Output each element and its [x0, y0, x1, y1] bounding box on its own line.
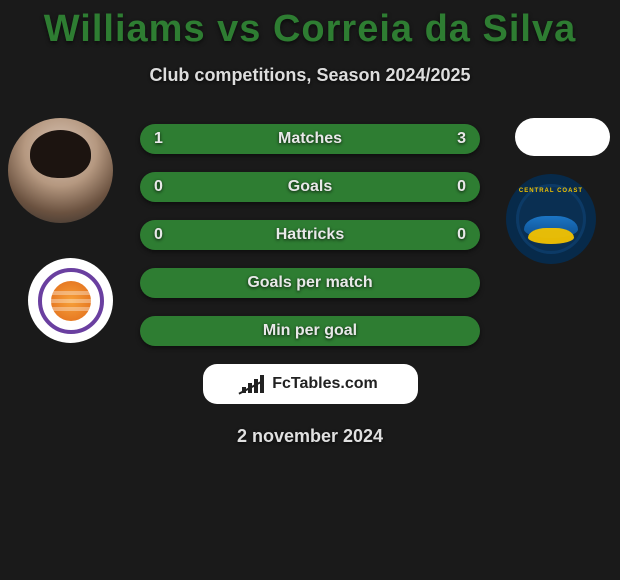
stat-row-goals-per-match: Goals per match	[140, 268, 480, 298]
stat-label: Min per goal	[263, 322, 357, 340]
stat-label: Matches	[278, 130, 342, 148]
left-player-avatar	[8, 118, 113, 223]
stat-row-goals: 0 Goals 0	[140, 172, 480, 202]
stat-left-value: 0	[154, 178, 163, 196]
date-text: 2 november 2024	[0, 426, 620, 447]
stat-row-matches: 1 Matches 3	[140, 124, 480, 154]
stat-label: Goals	[288, 178, 332, 196]
right-club-badge: CENTRAL COAST	[506, 174, 596, 264]
stat-label: Hattricks	[276, 226, 344, 244]
stat-left-value: 1	[154, 130, 163, 148]
page-title: Williams vs Correia da Silva	[0, 0, 620, 51]
stat-label: Goals per match	[247, 274, 372, 292]
stat-right-value: 0	[457, 178, 466, 196]
stat-row-min-per-goal: Min per goal	[140, 316, 480, 346]
left-club-badge-inner	[38, 268, 104, 334]
subtitle: Club competitions, Season 2024/2025	[0, 65, 620, 86]
stat-left-value: 0	[154, 226, 163, 244]
watermark: FcTables.com	[203, 364, 418, 404]
stat-right-value: 3	[457, 130, 466, 148]
right-club-badge-inner: CENTRAL COAST	[516, 184, 586, 254]
left-club-badge	[28, 258, 113, 343]
badge-arc-text: CENTRAL COAST	[516, 188, 586, 194]
stat-rows: 1 Matches 3 0 Goals 0 0 Hattricks 0 Goal…	[140, 124, 480, 346]
sun-icon	[51, 281, 91, 321]
right-player-avatar	[515, 118, 610, 156]
bars-icon	[242, 375, 264, 393]
wave-icon	[528, 228, 574, 244]
stat-right-value: 0	[457, 226, 466, 244]
stat-row-hattricks: 0 Hattricks 0	[140, 220, 480, 250]
watermark-text: FcTables.com	[272, 375, 378, 393]
